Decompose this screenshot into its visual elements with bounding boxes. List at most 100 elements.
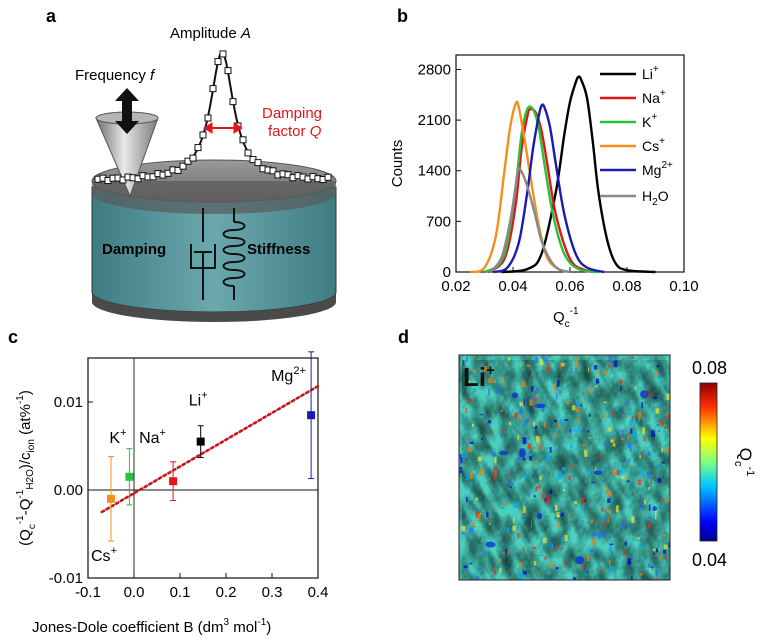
map-speck	[590, 444, 593, 450]
map-speck	[587, 367, 589, 373]
map-speck	[521, 516, 525, 519]
map-speck	[500, 410, 504, 412]
map-speck	[562, 488, 565, 492]
map-speck	[533, 447, 536, 449]
map-speck	[493, 570, 497, 575]
panel-b-label: b	[397, 6, 408, 26]
map-speck	[529, 398, 533, 406]
map-speck	[607, 491, 612, 497]
panel-a: a Amplitude A Frequency f Damping Stiffn…	[46, 6, 337, 322]
map-speck	[549, 446, 552, 453]
map-speck	[581, 497, 586, 505]
map-blue-spot	[652, 506, 657, 512]
map-speck	[459, 469, 462, 471]
map-speck	[664, 434, 667, 441]
map-speck	[654, 512, 657, 520]
map-speck	[500, 433, 503, 438]
map-speck	[608, 355, 612, 362]
map-speck	[509, 486, 512, 488]
map-ion-label: Li+	[463, 362, 495, 392]
map-speck	[521, 361, 524, 365]
damping-map-image	[459, 355, 670, 580]
map-speck	[602, 522, 606, 526]
map-speck	[506, 527, 509, 533]
map-speck	[663, 544, 668, 550]
map-speck	[551, 432, 555, 437]
map-speck	[468, 446, 472, 452]
map-speck	[479, 469, 483, 476]
map-speck	[582, 392, 585, 396]
map-speck	[517, 434, 520, 441]
map-speck	[559, 418, 563, 426]
map-speck	[554, 504, 558, 512]
map-speck	[468, 436, 470, 444]
map-speck	[626, 480, 630, 483]
map-speck	[523, 570, 527, 575]
map-speck	[571, 367, 573, 373]
y-tick-label: 0.00	[54, 482, 83, 499]
map-speck	[465, 497, 468, 502]
map-speck	[487, 517, 491, 521]
map-speck	[593, 531, 597, 536]
map-speck	[657, 430, 661, 432]
map-speck	[535, 387, 538, 392]
map-speck	[522, 547, 525, 554]
map-speck	[661, 447, 664, 452]
map-speck	[605, 486, 608, 494]
map-speck	[608, 560, 611, 566]
y-tick-label: 2800	[418, 61, 451, 78]
map-speck	[463, 565, 468, 568]
resonance-data-point	[199, 131, 207, 139]
map-blue-spot	[534, 403, 546, 409]
map-speck	[602, 515, 604, 522]
map-speck	[552, 432, 557, 438]
x-tick-label: 0.08	[612, 278, 641, 295]
map-speck	[522, 437, 527, 445]
map-speck	[587, 430, 590, 433]
resonance-data-point	[244, 149, 252, 157]
map-speck	[643, 500, 647, 505]
map-speck	[659, 420, 664, 426]
map-speck	[561, 363, 565, 367]
map-speck	[621, 522, 625, 529]
linear-fit-line	[100, 384, 320, 514]
x-tick-label: 0.10	[669, 278, 698, 295]
map-speck	[590, 519, 593, 524]
damper-spring-icon	[190, 208, 246, 300]
map-speck	[471, 423, 475, 427]
map-speck	[665, 429, 667, 432]
map-speck	[498, 543, 503, 545]
map-speck	[535, 435, 538, 442]
map-speck	[650, 477, 653, 485]
x-axis-label: Qc-1	[553, 306, 579, 330]
map-speck	[481, 437, 483, 441]
map-speck	[577, 424, 581, 432]
map-speck	[648, 516, 651, 519]
map-speck	[627, 443, 632, 448]
map-speck	[552, 567, 556, 570]
map-speck	[520, 510, 524, 515]
map-speck	[475, 434, 477, 437]
map-speck	[655, 408, 660, 414]
map-speck	[494, 484, 497, 486]
map-speck	[578, 400, 582, 403]
map-speck	[576, 362, 578, 369]
map-speck	[498, 558, 502, 563]
map-speck	[479, 513, 482, 515]
map-speck	[533, 560, 537, 566]
map-speck	[652, 552, 655, 555]
map-speck	[560, 512, 564, 517]
map-speck	[631, 575, 633, 580]
map-speck	[640, 502, 645, 509]
map-speck	[588, 387, 593, 392]
map-speck	[608, 427, 612, 432]
map-speck	[535, 461, 538, 464]
map-speck	[654, 371, 659, 377]
map-speck	[555, 392, 558, 400]
map-speck	[631, 415, 634, 422]
map-speck	[666, 447, 670, 453]
series-line-cs	[469, 100, 571, 274]
map-speck	[587, 472, 592, 475]
map-speck	[526, 452, 529, 454]
